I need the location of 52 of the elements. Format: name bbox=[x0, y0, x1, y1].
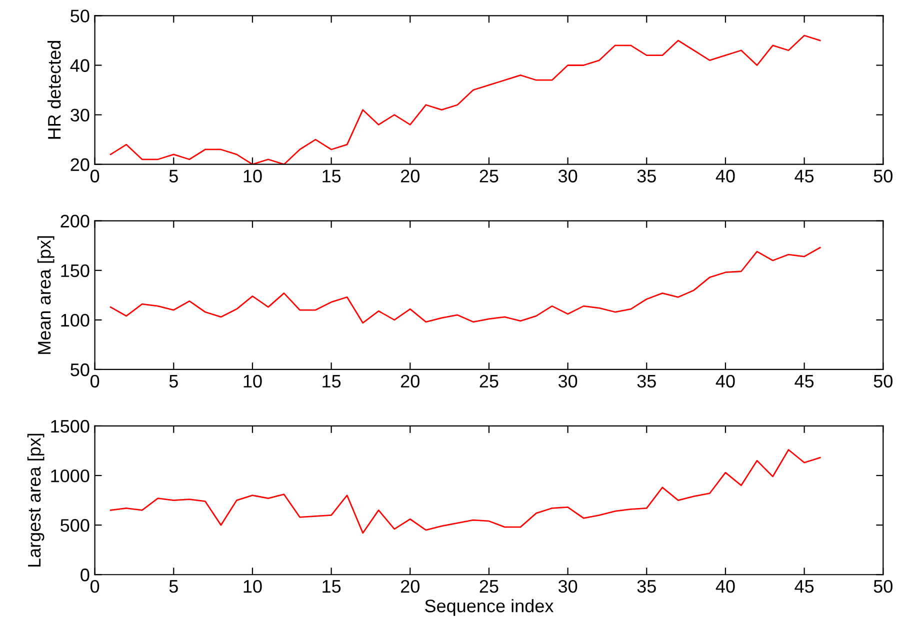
x-tick-label: 15 bbox=[322, 375, 341, 388]
x-tick-label: 20 bbox=[401, 580, 420, 593]
x-tick-label: 35 bbox=[637, 374, 656, 388]
y-tick-label: 0 bbox=[80, 568, 90, 582]
y-tick-label: 500 bbox=[60, 519, 90, 532]
line-series bbox=[110, 246, 821, 324]
y-tick-label: 1000 bbox=[51, 469, 90, 482]
y-axis-title: Largest area [px] bbox=[27, 434, 44, 567]
x-tick-label: 50 bbox=[874, 374, 892, 388]
x-tick-label: 0 bbox=[90, 374, 100, 388]
x-tick-label: 0 bbox=[90, 170, 100, 182]
x-tick-label: 25 bbox=[480, 580, 498, 593]
x-axis-title: Sequence index bbox=[425, 599, 554, 616]
x-tick-label: 45 bbox=[794, 375, 814, 388]
x-tick-label: 45 bbox=[794, 580, 814, 593]
x-tick-label: 30 bbox=[558, 580, 578, 593]
y-tick-label: 20 bbox=[70, 158, 90, 172]
x-tick-label: 20 bbox=[401, 170, 420, 182]
y-tick-label: 1500 bbox=[51, 420, 90, 433]
x-tick-label: 10 bbox=[244, 580, 262, 593]
x-tick-label: 5 bbox=[169, 375, 178, 388]
y-tick-label: 150 bbox=[61, 264, 90, 278]
y-tick-label: 30 bbox=[70, 108, 90, 122]
line-series bbox=[110, 34, 821, 164]
x-tick-label: 50 bbox=[874, 580, 892, 593]
y-axis-title: Mean area [px] bbox=[37, 236, 54, 354]
x-tick-label: 5 bbox=[169, 580, 178, 593]
y-tick-label: 100 bbox=[61, 314, 90, 327]
x-tick-label: 30 bbox=[558, 374, 578, 388]
x-tick-label: 30 bbox=[558, 170, 578, 182]
y-axis-title: HR detected bbox=[47, 41, 61, 139]
x-tick-label: 15 bbox=[322, 580, 341, 593]
x-tick-label: 40 bbox=[716, 170, 735, 182]
x-tick-label: 25 bbox=[480, 374, 498, 388]
line-series bbox=[110, 449, 821, 534]
x-tick-label: 0 bbox=[90, 580, 100, 593]
y-tick-label: 40 bbox=[70, 59, 90, 72]
x-tick-label: 10 bbox=[244, 374, 262, 388]
y-tick-label: 200 bbox=[60, 214, 90, 228]
x-tick-label: 20 bbox=[401, 374, 420, 388]
x-tick-label: 45 bbox=[794, 170, 814, 182]
x-tick-label: 40 bbox=[716, 580, 735, 593]
y-tick-label: 50 bbox=[70, 10, 90, 22]
x-tick-label: 5 bbox=[169, 170, 178, 182]
x-tick-label: 35 bbox=[637, 170, 656, 182]
x-tick-label: 25 bbox=[480, 170, 498, 182]
x-tick-label: 35 bbox=[637, 580, 656, 593]
x-tick-label: 15 bbox=[322, 170, 341, 182]
x-tick-label: 50 bbox=[874, 170, 892, 182]
x-tick-label: 40 bbox=[716, 374, 735, 388]
x-tick-label: 10 bbox=[244, 170, 262, 182]
y-tick-label: 50 bbox=[70, 363, 90, 376]
